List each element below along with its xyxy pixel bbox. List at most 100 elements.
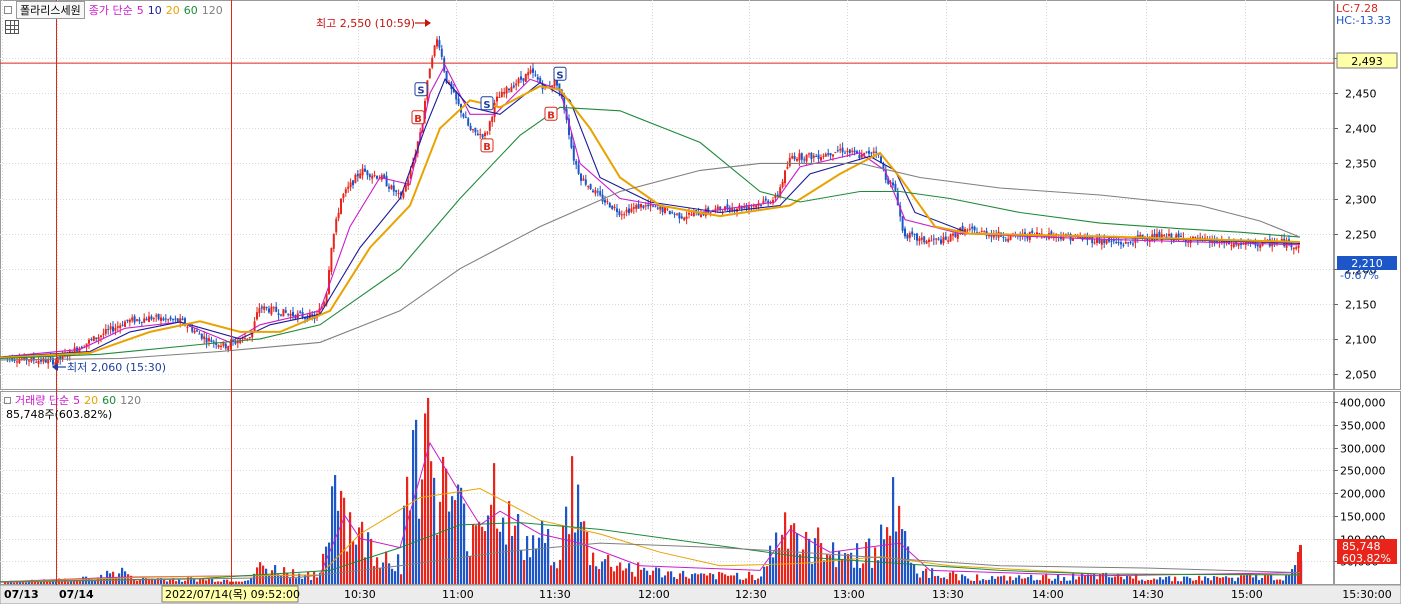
volume-bar: [796, 533, 799, 584]
high-arrow-icon: [425, 19, 431, 27]
volume-bar: [1288, 575, 1291, 584]
volume-bar: [1246, 575, 1249, 584]
candle-body: [332, 233, 335, 249]
volume-bar: [298, 573, 301, 584]
candle-body: [928, 239, 930, 243]
volume-bar: [484, 531, 487, 584]
volume-bar: [247, 580, 250, 584]
volume-bar: [847, 553, 850, 584]
candle-body: [1194, 237, 1197, 239]
hc-label: HC:-13.33: [1336, 14, 1391, 27]
candle-body: [20, 358, 23, 360]
volume-bar: [613, 571, 616, 584]
candle-body: [445, 71, 448, 83]
volume-bar: [427, 397, 430, 584]
candle-body: [858, 154, 861, 159]
volume-bar: [166, 581, 169, 584]
panel-menu-icon[interactable]: [4, 6, 12, 14]
candle-body: [764, 198, 767, 201]
volume-menu-icon[interactable]: [4, 396, 11, 404]
candle-body: [767, 200, 770, 204]
volume-bar: [214, 581, 217, 584]
volume-bar: [1003, 575, 1006, 584]
low-arrow-icon: [52, 363, 58, 371]
volume-bar: [502, 517, 505, 584]
volume-bar: [76, 580, 79, 584]
candle-body: [822, 155, 825, 157]
volume-bar: [1192, 580, 1195, 584]
candle-body: [37, 360, 40, 364]
candle-body: [1184, 239, 1187, 243]
volume-bar: [490, 504, 493, 584]
volume-bar: [751, 574, 754, 584]
candle-body: [292, 311, 294, 316]
candle-body: [640, 203, 642, 208]
candle-body: [1122, 244, 1125, 246]
volume-bar: [775, 532, 778, 584]
volume-bar: [532, 535, 535, 584]
candle-body: [436, 39, 438, 47]
candle-body: [774, 195, 777, 199]
volume-bar: [475, 525, 478, 584]
candle-body: [85, 343, 88, 348]
candle-body: [1100, 239, 1103, 245]
candle-body: [625, 209, 628, 213]
buy-signal-box: [480, 138, 494, 153]
volume-bar: [469, 556, 472, 584]
buy-signal-box: [411, 110, 425, 125]
volume-bar: [1015, 577, 1018, 584]
candle-body: [940, 239, 942, 244]
candle-body: [210, 340, 213, 343]
candle-body: [1139, 234, 1142, 239]
candle-body: [719, 206, 722, 211]
candle-body: [1031, 230, 1034, 233]
volume-bar: [1297, 552, 1300, 584]
candle-body: [354, 174, 357, 184]
candle-body: [678, 212, 681, 219]
volume-bar: [799, 554, 802, 584]
price-indicator-label[interactable]: 종가 단순: [88, 4, 133, 17]
candle-body: [1163, 235, 1166, 237]
candle-body: [258, 308, 261, 314]
volume-bar: [244, 580, 247, 584]
candle-body: [176, 318, 179, 322]
candle-body: [1259, 244, 1262, 248]
candle-body: [1129, 241, 1132, 243]
sell-signal-box: [480, 96, 494, 111]
volume-bar: [715, 579, 718, 584]
volume-bar: [1180, 581, 1183, 584]
candle-body: [673, 213, 676, 215]
volume-bar: [94, 580, 97, 584]
volume-bar: [406, 476, 409, 584]
time-tick-label: 15:00: [1231, 588, 1263, 601]
candle-body: [961, 226, 964, 234]
candle-body: [726, 204, 729, 210]
candle-body: [760, 204, 762, 206]
candle-body: [1084, 237, 1086, 239]
volume-bar: [127, 574, 130, 584]
time-tick-label: 13:00: [833, 588, 865, 601]
candle-body: [155, 315, 158, 317]
volume-bar: [766, 566, 769, 584]
grid-toggle-icon[interactable]: [5, 20, 19, 34]
volume-bar: [1087, 574, 1090, 584]
candle-body: [781, 181, 784, 188]
candle-body: [570, 136, 573, 148]
volume-indicator-label[interactable]: 거래량 단순: [15, 394, 70, 407]
volume-bar: [448, 511, 451, 584]
candle-body: [604, 199, 606, 203]
change-pct-label: -0.67%: [1340, 269, 1379, 282]
candle-body: [32, 356, 35, 361]
candle-body: [342, 194, 345, 199]
candle-body: [656, 207, 659, 209]
candle-body: [272, 307, 275, 309]
volume-panel-header: 거래량 단순 5 20 60 120: [4, 393, 141, 407]
stock-name-box[interactable]: 폴라리스세원: [16, 1, 85, 19]
candle-body: [680, 216, 683, 219]
volume-bar: [340, 490, 343, 584]
candle-body: [217, 345, 220, 348]
volume-bar: [37, 581, 40, 584]
volume-tick-label: 150,000: [1340, 511, 1386, 524]
candle-body: [913, 234, 916, 236]
